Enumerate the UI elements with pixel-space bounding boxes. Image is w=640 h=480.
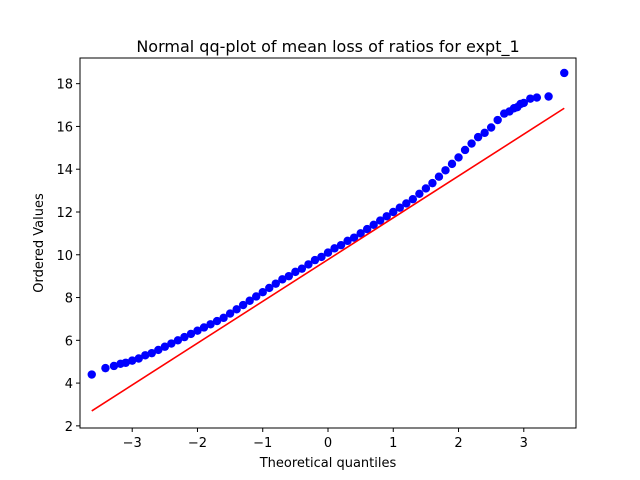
qq-point xyxy=(544,92,553,101)
qq-point xyxy=(560,68,569,78)
qq-point xyxy=(206,320,215,329)
qq-point xyxy=(186,329,196,339)
y-axis-label: Ordered Values xyxy=(32,193,47,293)
qq-point xyxy=(193,326,202,335)
qq-point xyxy=(362,224,372,234)
qq-point xyxy=(180,332,189,342)
qq-point xyxy=(173,336,183,345)
qq-point xyxy=(297,264,307,273)
x-tick-label: 2 xyxy=(454,436,462,451)
qq-point xyxy=(304,260,313,269)
qq-point xyxy=(434,172,444,181)
qq-point xyxy=(323,248,333,257)
qq-point xyxy=(532,93,542,102)
y-tick-label: 18 xyxy=(56,78,73,93)
qq-point xyxy=(317,252,326,262)
qq-point xyxy=(402,199,411,208)
qq-point xyxy=(199,323,209,332)
qq-point xyxy=(441,166,450,175)
qq-point xyxy=(212,316,222,326)
x-axis-label: Theoretical quantiles xyxy=(259,456,397,471)
x-tick-label: 3 xyxy=(520,436,528,451)
qq-point xyxy=(460,145,470,155)
qq-point xyxy=(121,358,130,367)
qq-point xyxy=(447,159,457,169)
qq-point xyxy=(389,207,398,217)
qq-point xyxy=(258,287,267,297)
qq-point xyxy=(160,342,170,351)
x-tick-label: 1 xyxy=(389,436,397,451)
qq-point xyxy=(415,189,424,199)
qq-point xyxy=(238,300,248,310)
x-tick-label: −2 xyxy=(188,436,207,451)
qq-point xyxy=(336,240,346,250)
qq-point xyxy=(245,296,254,305)
qq-point xyxy=(147,348,156,358)
qq-point xyxy=(310,255,320,265)
qq-point xyxy=(278,275,287,284)
qq-point xyxy=(87,370,96,379)
y-tick-label: 16 xyxy=(56,120,73,135)
qq-point xyxy=(219,313,228,323)
y-axis: 2 4 6 8 10 12 14 16 18 xyxy=(56,78,80,435)
qq-point xyxy=(519,98,528,108)
qq-point xyxy=(376,216,385,225)
qq-point xyxy=(154,345,163,355)
reference-line xyxy=(91,107,565,412)
qq-point xyxy=(526,94,535,103)
qq-point xyxy=(369,220,378,230)
y-tick-label: 10 xyxy=(56,249,73,264)
qq-point xyxy=(134,354,143,363)
qq-point xyxy=(141,351,150,360)
qq-point xyxy=(271,279,280,288)
qq-point xyxy=(291,267,300,277)
y-tick-label: 12 xyxy=(56,206,73,221)
qq-point xyxy=(265,283,274,293)
qq-point xyxy=(284,271,294,281)
x-tick-label: −1 xyxy=(253,436,272,451)
qq-points xyxy=(87,68,569,379)
qq-point xyxy=(486,123,496,132)
qq-point xyxy=(167,339,176,348)
y-tick-label: 2 xyxy=(65,420,73,435)
qq-point xyxy=(421,184,431,193)
qq-point xyxy=(428,178,437,188)
y-tick-label: 8 xyxy=(65,292,73,307)
x-tick-label: −3 xyxy=(123,436,142,451)
qq-point xyxy=(480,128,489,138)
chart-title: Normal qq-plot of mean loss of ratios fo… xyxy=(136,37,519,57)
plot-area xyxy=(87,68,569,412)
qq-point xyxy=(467,139,476,148)
qq-point xyxy=(382,212,391,221)
y-tick-label: 14 xyxy=(56,163,73,178)
y-tick-label: 6 xyxy=(65,334,73,349)
qq-point xyxy=(343,236,352,246)
qq-point xyxy=(493,115,502,125)
qq-point xyxy=(330,244,339,253)
x-axis: −3 −2 −1 0 1 2 3 xyxy=(123,428,528,451)
x-tick-label: 0 xyxy=(324,436,332,451)
qq-point xyxy=(408,194,418,204)
y-tick-label: 4 xyxy=(65,377,73,392)
qq-point xyxy=(454,153,463,162)
qq-point xyxy=(356,229,365,238)
qq-point xyxy=(252,292,261,301)
qq-point xyxy=(109,361,119,371)
qq-point xyxy=(395,203,404,212)
qq-point xyxy=(349,233,359,242)
qq-point xyxy=(232,305,241,314)
qq-point xyxy=(473,132,483,142)
qq-point xyxy=(225,309,235,318)
qq-point xyxy=(101,363,110,373)
qq-point xyxy=(128,356,137,365)
